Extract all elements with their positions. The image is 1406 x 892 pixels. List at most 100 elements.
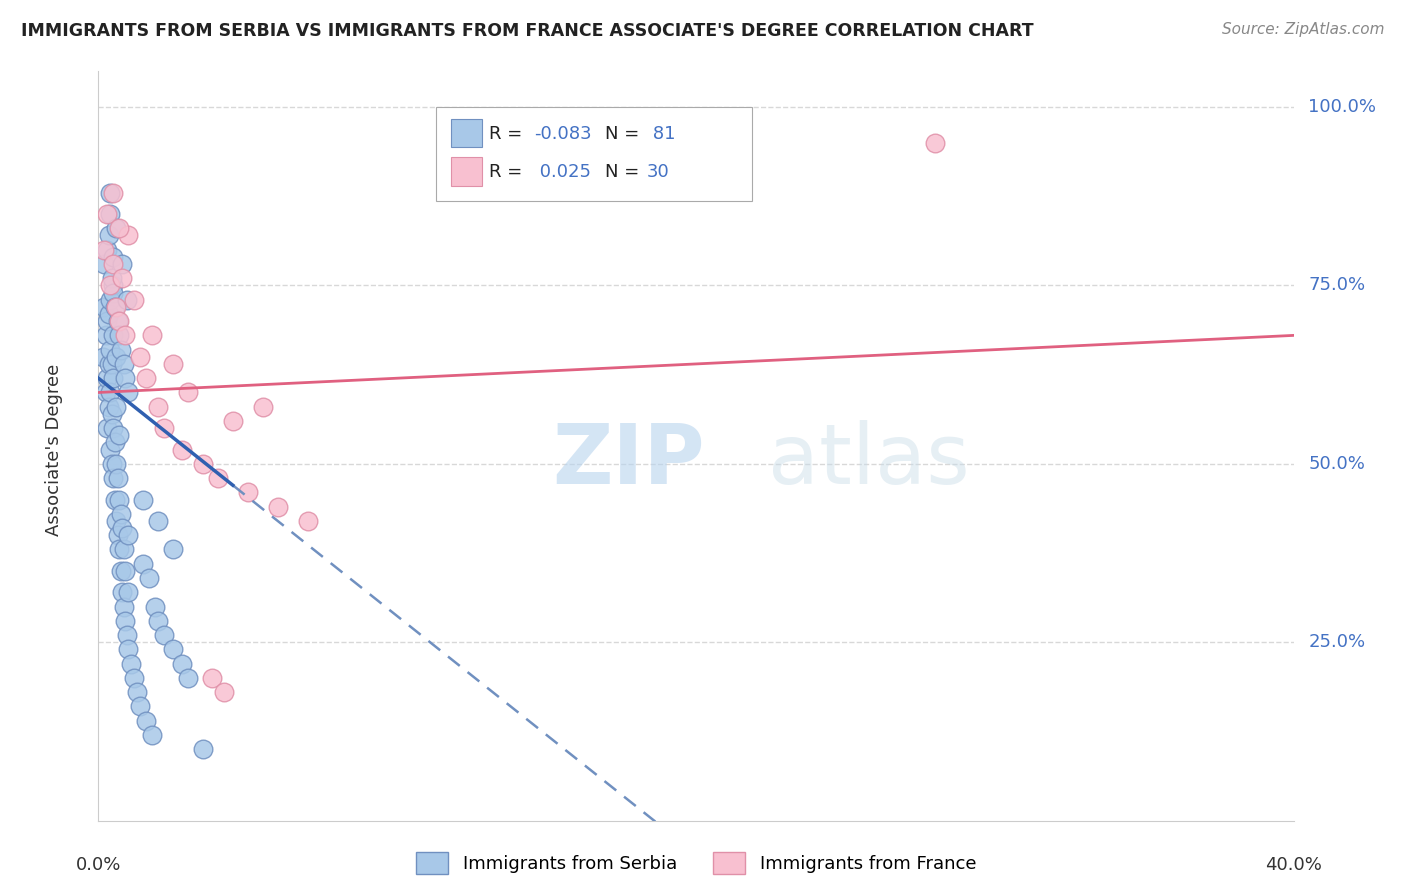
Point bbox=[191, 742, 214, 756]
Text: 0.0%: 0.0% bbox=[76, 856, 121, 874]
Point bbox=[111, 585, 134, 599]
Point bbox=[108, 221, 131, 235]
Point bbox=[117, 585, 139, 599]
Point bbox=[153, 421, 176, 435]
Point bbox=[212, 685, 235, 699]
Point bbox=[104, 300, 127, 314]
Point bbox=[105, 400, 128, 414]
Point bbox=[107, 528, 129, 542]
Point bbox=[107, 471, 129, 485]
Point bbox=[112, 542, 135, 557]
Point bbox=[129, 350, 152, 364]
Point bbox=[117, 385, 139, 400]
Point bbox=[117, 228, 139, 243]
Point bbox=[103, 371, 125, 385]
Point bbox=[124, 671, 146, 685]
Point bbox=[98, 186, 122, 200]
Point bbox=[101, 357, 124, 371]
Text: 100.0%: 100.0% bbox=[1309, 98, 1376, 116]
Point bbox=[191, 457, 214, 471]
Point bbox=[177, 671, 200, 685]
Point bbox=[114, 564, 136, 578]
Point bbox=[108, 492, 131, 507]
Text: Associate's Degree: Associate's Degree bbox=[45, 363, 63, 536]
Point bbox=[93, 257, 115, 271]
Point bbox=[103, 421, 125, 435]
Point bbox=[132, 557, 155, 571]
Point bbox=[98, 442, 122, 457]
Point bbox=[148, 614, 170, 628]
Point bbox=[108, 428, 131, 442]
Point bbox=[97, 357, 120, 371]
Point bbox=[111, 257, 134, 271]
Point bbox=[91, 350, 114, 364]
Point bbox=[124, 293, 146, 307]
Text: 0.025: 0.025 bbox=[534, 163, 592, 181]
Point bbox=[108, 328, 131, 343]
Point bbox=[120, 657, 142, 671]
Point bbox=[107, 314, 129, 328]
Point bbox=[98, 207, 122, 221]
Point bbox=[97, 307, 120, 321]
Point bbox=[135, 714, 157, 728]
Point bbox=[138, 571, 160, 585]
Point bbox=[94, 328, 117, 343]
Point bbox=[172, 442, 194, 457]
Point bbox=[222, 414, 245, 428]
Point bbox=[103, 257, 125, 271]
Text: 25.0%: 25.0% bbox=[1309, 633, 1365, 651]
Point bbox=[114, 371, 136, 385]
Point bbox=[98, 385, 122, 400]
Point bbox=[132, 492, 155, 507]
Point bbox=[98, 278, 122, 293]
Point bbox=[112, 599, 135, 614]
Text: 75.0%: 75.0% bbox=[1309, 277, 1365, 294]
Point bbox=[105, 350, 128, 364]
Point bbox=[148, 400, 170, 414]
Legend: Immigrants from Serbia, Immigrants from France: Immigrants from Serbia, Immigrants from … bbox=[411, 847, 981, 879]
Point bbox=[252, 400, 274, 414]
Point bbox=[103, 471, 125, 485]
Point bbox=[101, 457, 124, 471]
Point bbox=[111, 271, 134, 285]
Point bbox=[96, 207, 118, 221]
Point bbox=[103, 328, 125, 343]
Point bbox=[110, 507, 132, 521]
Text: -0.083: -0.083 bbox=[534, 125, 592, 143]
Text: IMMIGRANTS FROM SERBIA VS IMMIGRANTS FROM FRANCE ASSOCIATE'S DEGREE CORRELATION : IMMIGRANTS FROM SERBIA VS IMMIGRANTS FRO… bbox=[21, 22, 1033, 40]
Point bbox=[112, 357, 135, 371]
Point bbox=[148, 514, 170, 528]
Point bbox=[97, 228, 120, 243]
Point bbox=[143, 599, 166, 614]
Point bbox=[111, 521, 134, 535]
Point bbox=[172, 657, 194, 671]
Text: 50.0%: 50.0% bbox=[1309, 455, 1365, 473]
Point bbox=[97, 400, 120, 414]
Point bbox=[98, 343, 122, 357]
Point bbox=[135, 371, 157, 385]
Point bbox=[96, 314, 118, 328]
Point bbox=[141, 728, 163, 742]
Point bbox=[105, 457, 128, 471]
Point bbox=[105, 514, 128, 528]
Point bbox=[129, 699, 152, 714]
Point bbox=[103, 250, 125, 264]
Point bbox=[141, 328, 163, 343]
Point bbox=[96, 243, 118, 257]
Text: R =: R = bbox=[489, 125, 529, 143]
Point bbox=[207, 471, 229, 485]
Point bbox=[101, 407, 124, 421]
Point bbox=[127, 685, 149, 699]
Point bbox=[297, 514, 319, 528]
Point bbox=[177, 385, 200, 400]
Point bbox=[201, 671, 224, 685]
Point bbox=[924, 136, 946, 150]
Point bbox=[96, 371, 118, 385]
Text: 81: 81 bbox=[647, 125, 675, 143]
Point bbox=[105, 300, 128, 314]
Text: 30: 30 bbox=[647, 163, 669, 181]
Point bbox=[267, 500, 290, 514]
Point bbox=[110, 564, 132, 578]
Point bbox=[101, 271, 124, 285]
Text: atlas: atlas bbox=[768, 420, 969, 501]
